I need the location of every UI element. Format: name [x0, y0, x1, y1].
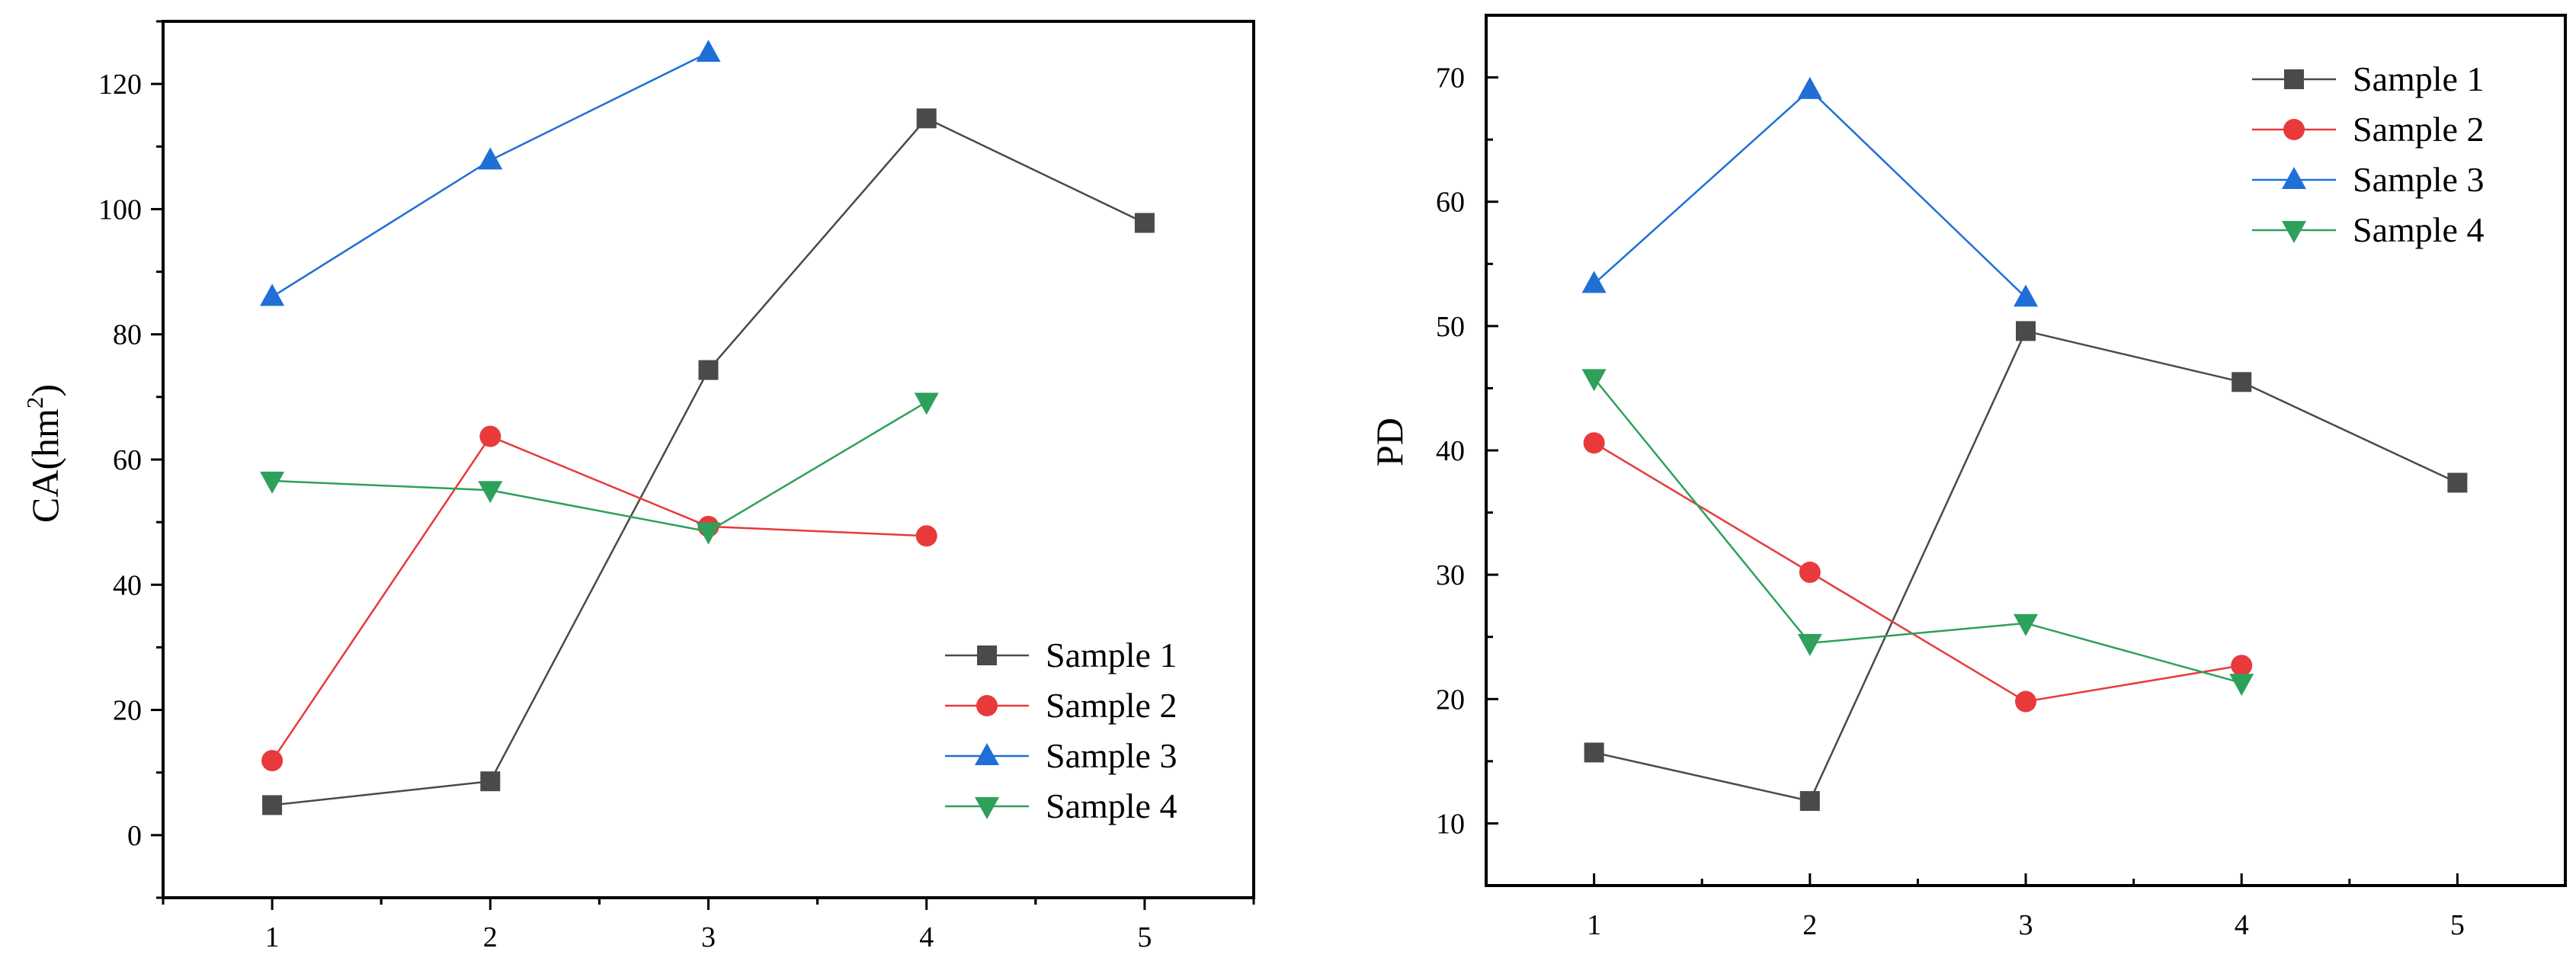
ca-series-1-point	[1134, 213, 1155, 233]
pd-series-line-3	[1593, 88, 2027, 299]
ca-series-4-point	[260, 471, 285, 494]
pd-legend-marker-1	[2284, 69, 2304, 89]
ca-series-2-point	[479, 425, 501, 447]
pd-series-4-point	[2014, 613, 2038, 636]
ca-series	[260, 40, 1155, 815]
pd-y-tick-label: 40	[1436, 435, 1465, 467]
ca-series-1-point	[480, 771, 501, 792]
pd-legend-label-3: Sample 3	[2353, 160, 2484, 199]
ca-series-1-point	[916, 108, 937, 129]
ca-legend: Sample 1 Sample 2 Sample 3 Sample 4	[945, 636, 1177, 825]
ca-series-line-1	[271, 117, 1145, 806]
ca-series-4-point	[696, 522, 721, 545]
ca-ticks: 1 2 3 4 5 0 20 40 60 80 100 120	[98, 20, 1255, 953]
pd-series-1-point	[2447, 472, 2468, 493]
pd-series-2-point	[2231, 655, 2253, 677]
ca-series-line-4	[272, 401, 928, 533]
pd-series-line-4	[1593, 377, 2242, 684]
pd-legend: Sample 1 Sample 2 Sample 3 Sample 4	[2252, 59, 2484, 249]
pd-legend-label-4: Sample 4	[2353, 210, 2484, 249]
ca-y-tick-label: 40	[113, 569, 142, 601]
ca-x-tick-label: 5	[1137, 921, 1152, 953]
ca-legend-marker-3	[975, 743, 999, 765]
pd-series-1-point	[2016, 321, 2036, 341]
pd-x-tick-label: 5	[2450, 909, 2465, 941]
ca-y-tick-label: 0	[127, 820, 142, 852]
pd-legend-marker-4	[2282, 221, 2306, 243]
pd-legend-label-1: Sample 1	[2353, 59, 2484, 98]
ca-legend-label-3: Sample 3	[1046, 736, 1177, 775]
pd-y-tick-label: 50	[1436, 311, 1465, 343]
ca-y-axis-title: CA(hm2)	[21, 384, 66, 523]
ca-legend-marker-1	[977, 645, 997, 665]
ca-x-tick-label: 4	[919, 921, 934, 953]
pd-y-tick-label: 10	[1436, 808, 1465, 840]
pd-series-3-point	[2014, 284, 2038, 307]
pd-y-tick-label: 70	[1436, 62, 1465, 94]
ca-series-4-point	[914, 392, 939, 415]
ca-x-tick-label: 2	[483, 921, 498, 953]
ca-series-line-3	[271, 51, 710, 298]
pd-legend-label-2: Sample 2	[2353, 110, 2484, 149]
pd-series-2-point	[2015, 690, 2036, 713]
pd-series-2-point	[1799, 561, 1821, 583]
pd-y-axis-title: PD	[1368, 418, 1411, 466]
pd-series-1-point	[2232, 372, 2252, 392]
pd-x-tick-label: 3	[2019, 909, 2033, 941]
ca-series-3-point	[260, 283, 285, 306]
pd-legend-marker-2	[2283, 119, 2305, 140]
pd-series-line-2	[1593, 442, 2242, 703]
pd-y-tick-label: 20	[1436, 684, 1465, 716]
ca-legend-marker-4	[975, 797, 999, 819]
ca-series-1-point	[698, 360, 719, 380]
ca-y-tick-label: 20	[113, 695, 142, 727]
pd-ticks: 1 2 3 4 5 10 20 30 40 50 60 70	[1436, 14, 2567, 941]
ca-legend-marker-2	[976, 695, 998, 716]
ca-legend-label-2: Sample 2	[1046, 686, 1177, 725]
pd-y-tick-label: 30	[1436, 559, 1465, 591]
ca-legend-label-1: Sample 1	[1046, 636, 1177, 674]
pd-series-1-point	[1799, 791, 1820, 812]
pd-x-tick-label: 1	[1587, 909, 1601, 941]
pd-series-1-point	[1584, 742, 1604, 763]
ca-y-tick-label: 120	[98, 69, 142, 101]
pd-series-4-point	[1581, 369, 1607, 392]
ca-x-tick-label: 1	[265, 921, 280, 953]
pd-legend-marker-3	[2282, 167, 2306, 189]
pd-series-4-point	[1797, 633, 1822, 656]
pd-series-4-point	[2229, 674, 2254, 697]
pd-series-line-1	[1594, 329, 2458, 802]
ca-y-tick-label: 60	[113, 444, 142, 476]
ca-series-2-point	[915, 525, 937, 547]
ca-y-tick-label: 100	[98, 194, 142, 226]
ca-series-4-point	[478, 481, 503, 504]
pd-y-tick-label: 60	[1436, 187, 1465, 219]
ca-series-3-point	[696, 40, 721, 62]
ca-series-3-point	[478, 147, 503, 170]
ca-y-tick-label: 80	[113, 319, 142, 351]
ca-legend-label-4: Sample 4	[1046, 786, 1177, 825]
ca-series-2-point	[261, 750, 284, 772]
pd-series	[1581, 76, 2468, 812]
ca-x-tick-label: 3	[701, 921, 716, 953]
pd-x-tick-label: 2	[1802, 909, 1817, 941]
ca-series-1-point	[262, 795, 283, 815]
pd-series-3-point	[1797, 76, 1822, 99]
ca-series-line-2	[271, 435, 927, 761]
pd-x-tick-label: 4	[2235, 909, 2249, 941]
pd-series-2-point	[1583, 432, 1605, 454]
pd-series-3-point	[1581, 271, 1607, 293]
